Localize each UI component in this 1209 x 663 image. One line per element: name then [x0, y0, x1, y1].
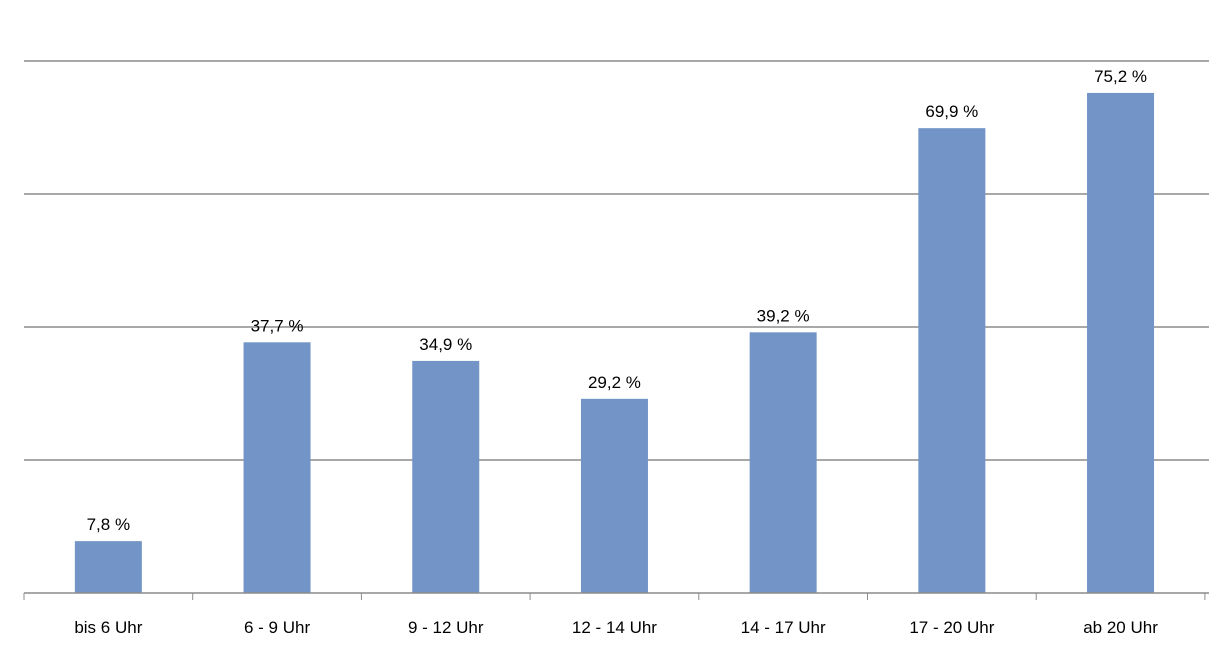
data-label-0: 7,8 % [87, 515, 130, 534]
bar-5 [918, 128, 986, 594]
bar-1 [243, 342, 311, 593]
category-label-6: ab 20 Uhr [1083, 618, 1158, 637]
category-label-5: 17 - 20 Uhr [909, 618, 994, 637]
category-label-0: bis 6 Uhr [74, 618, 142, 637]
bar-2 [412, 360, 480, 593]
data-label-3: 29,2 % [588, 373, 641, 392]
data-label-5: 69,9 % [925, 102, 978, 121]
x-axis [23, 592, 1209, 600]
data-label-2: 34,9 % [419, 335, 472, 354]
bars [74, 92, 1155, 594]
data-label-4: 39,2 % [757, 306, 810, 325]
data-label-1: 37,7 % [251, 316, 304, 335]
bar-4 [749, 332, 817, 593]
bar-3 [580, 398, 648, 593]
category-label-1: 6 - 9 Uhr [244, 618, 310, 637]
category-labels: bis 6 Uhr 6 - 9 Uhr 9 - 12 Uhr 12 - 14 Uhr 1… [74, 618, 1158, 637]
data-labels: 7,8 % 37,7 % 34,9 % 29,2 % 39,2 % 69,9 % 75,2 … [87, 67, 1147, 534]
category-label-2: 9 - 12 Uhr [408, 618, 484, 637]
category-label-4: 14 - 17 Uhr [741, 618, 826, 637]
bar-0 [74, 541, 142, 593]
bar-6 [1087, 92, 1155, 594]
category-label-3: 12 - 14 Uhr [572, 618, 657, 637]
data-label-6: 75,2 % [1094, 67, 1147, 86]
